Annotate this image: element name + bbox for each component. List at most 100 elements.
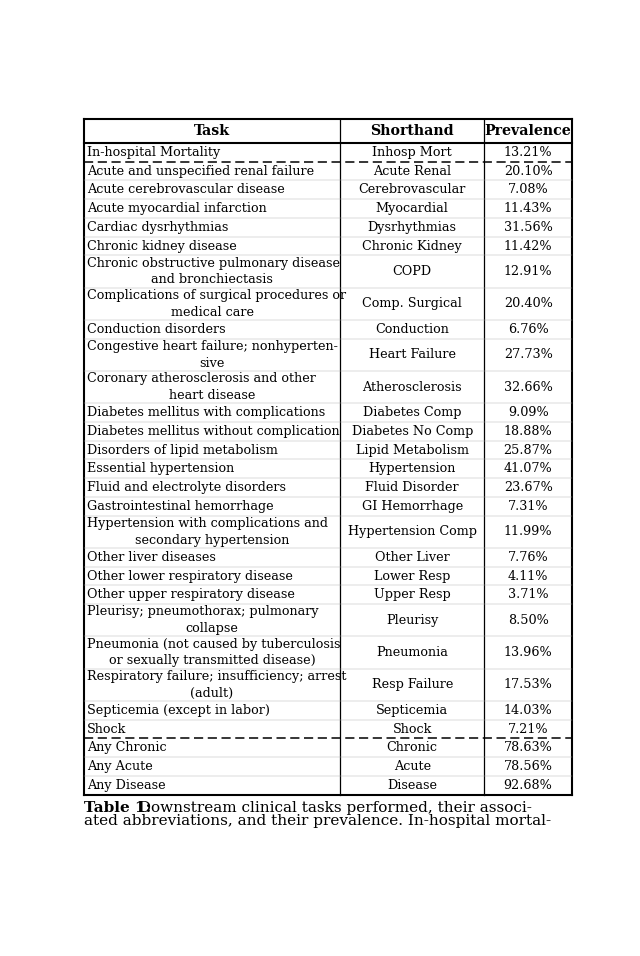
Text: or sexually transmitted disease): or sexually transmitted disease) bbox=[109, 655, 316, 667]
Text: Other liver diseases: Other liver diseases bbox=[87, 551, 216, 564]
Text: Diabetes Comp: Diabetes Comp bbox=[363, 406, 461, 419]
Text: Chronic Kidney: Chronic Kidney bbox=[362, 240, 462, 252]
Text: Diabetes No Comp: Diabetes No Comp bbox=[351, 424, 473, 438]
Text: (adult): (adult) bbox=[191, 686, 234, 700]
Text: Coronary atherosclerosis and other: Coronary atherosclerosis and other bbox=[87, 372, 316, 385]
Text: and bronchiectasis: and bronchiectasis bbox=[151, 273, 273, 287]
Text: 7.21%: 7.21% bbox=[508, 723, 548, 735]
Text: Gastrointestinal hemorrhage: Gastrointestinal hemorrhage bbox=[87, 500, 274, 512]
Text: Comp. Surgical: Comp. Surgical bbox=[362, 297, 462, 311]
Text: Conduction: Conduction bbox=[375, 323, 449, 336]
Text: Cerebrovascular: Cerebrovascular bbox=[358, 184, 466, 196]
Text: Chronic: Chronic bbox=[387, 741, 438, 754]
Text: Other upper respiratory disease: Other upper respiratory disease bbox=[87, 588, 295, 601]
Text: Fluid Disorder: Fluid Disorder bbox=[365, 481, 459, 494]
Text: Atherosclerosis: Atherosclerosis bbox=[362, 380, 462, 394]
Text: 78.63%: 78.63% bbox=[504, 741, 552, 754]
Text: Complications of surgical procedures or: Complications of surgical procedures or bbox=[87, 289, 346, 302]
Text: Downstream clinical tasks performed, their associ-: Downstream clinical tasks performed, the… bbox=[129, 801, 532, 815]
Text: secondary hypertension: secondary hypertension bbox=[135, 533, 289, 547]
Text: Disorders of lipid metabolism: Disorders of lipid metabolism bbox=[87, 444, 278, 457]
Text: 11.99%: 11.99% bbox=[504, 525, 552, 538]
Text: Heart Failure: Heart Failure bbox=[369, 348, 456, 361]
Text: 7.31%: 7.31% bbox=[508, 500, 548, 512]
Text: medical care: medical care bbox=[170, 306, 253, 318]
Text: 41.07%: 41.07% bbox=[504, 463, 552, 475]
Text: Any Acute: Any Acute bbox=[87, 760, 153, 773]
Text: 7.76%: 7.76% bbox=[508, 551, 548, 564]
Text: Dysrhythmias: Dysrhythmias bbox=[368, 221, 457, 234]
Text: 25.87%: 25.87% bbox=[504, 444, 553, 457]
Text: Acute Renal: Acute Renal bbox=[373, 164, 451, 178]
Text: Disease: Disease bbox=[387, 779, 437, 792]
Text: Resp Failure: Resp Failure bbox=[372, 678, 453, 691]
Text: GI Hemorrhage: GI Hemorrhage bbox=[362, 500, 463, 512]
Text: Prevalence: Prevalence bbox=[485, 123, 572, 138]
Text: Diabetes mellitus without complication: Diabetes mellitus without complication bbox=[87, 424, 340, 438]
Text: Hypertension with complications and: Hypertension with complications and bbox=[87, 517, 328, 530]
Text: ated abbreviations, and their prevalence. In-hospital mortal-: ated abbreviations, and their prevalence… bbox=[84, 814, 551, 828]
Text: Diabetes mellitus with complications: Diabetes mellitus with complications bbox=[87, 406, 325, 419]
Text: 11.42%: 11.42% bbox=[504, 240, 552, 252]
Text: Chronic obstructive pulmonary disease: Chronic obstructive pulmonary disease bbox=[87, 256, 340, 270]
Text: Myocardial: Myocardial bbox=[376, 202, 449, 215]
Text: 9.09%: 9.09% bbox=[508, 406, 548, 419]
Text: Fluid and electrolyte disorders: Fluid and electrolyte disorders bbox=[87, 481, 286, 494]
Text: 20.10%: 20.10% bbox=[504, 164, 552, 178]
Text: Cardiac dysrhythmias: Cardiac dysrhythmias bbox=[87, 221, 228, 234]
Text: Inhosp Mort: Inhosp Mort bbox=[372, 146, 452, 159]
Text: 6.76%: 6.76% bbox=[508, 323, 548, 336]
Text: Lower Resp: Lower Resp bbox=[374, 570, 451, 582]
Text: 14.03%: 14.03% bbox=[504, 704, 552, 717]
Text: 4.11%: 4.11% bbox=[508, 570, 548, 582]
Text: 23.67%: 23.67% bbox=[504, 481, 552, 494]
Text: Respiratory failure; insufficiency; arrest: Respiratory failure; insufficiency; arre… bbox=[87, 670, 346, 683]
Text: heart disease: heart disease bbox=[169, 389, 255, 402]
Text: Pneumonia (not caused by tuberculosis: Pneumonia (not caused by tuberculosis bbox=[87, 638, 340, 651]
Text: Shock: Shock bbox=[87, 723, 126, 735]
Text: Septicemia: Septicemia bbox=[376, 704, 448, 717]
Text: Lipid Metabolism: Lipid Metabolism bbox=[356, 444, 468, 457]
Text: 8.50%: 8.50% bbox=[508, 614, 548, 627]
Text: 17.53%: 17.53% bbox=[504, 678, 552, 691]
Text: Other Liver: Other Liver bbox=[375, 551, 449, 564]
Text: Acute cerebrovascular disease: Acute cerebrovascular disease bbox=[87, 184, 285, 196]
Text: In-hospital Mortality: In-hospital Mortality bbox=[87, 146, 220, 159]
Text: Other lower respiratory disease: Other lower respiratory disease bbox=[87, 570, 293, 582]
Text: collapse: collapse bbox=[186, 622, 239, 635]
Text: Shorthand: Shorthand bbox=[371, 123, 454, 138]
Text: Upper Resp: Upper Resp bbox=[374, 588, 451, 601]
Text: 20.40%: 20.40% bbox=[504, 297, 552, 311]
Text: 3.71%: 3.71% bbox=[508, 588, 548, 601]
Text: Acute and unspecified renal failure: Acute and unspecified renal failure bbox=[87, 164, 314, 178]
Text: Task: Task bbox=[194, 123, 230, 138]
Text: Congestive heart failure; nonhyperten-: Congestive heart failure; nonhyperten- bbox=[87, 340, 338, 353]
Text: Septicemia (except in labor): Septicemia (except in labor) bbox=[87, 704, 270, 717]
Text: Pneumonia: Pneumonia bbox=[376, 646, 448, 659]
Text: Any Disease: Any Disease bbox=[87, 779, 166, 792]
Text: 7.08%: 7.08% bbox=[508, 184, 548, 196]
Text: Pleurisy; pneumothorax; pulmonary: Pleurisy; pneumothorax; pulmonary bbox=[87, 605, 319, 619]
Text: 13.96%: 13.96% bbox=[504, 646, 552, 659]
Text: 78.56%: 78.56% bbox=[504, 760, 553, 773]
Text: 92.68%: 92.68% bbox=[504, 779, 552, 792]
Text: 13.21%: 13.21% bbox=[504, 146, 552, 159]
Text: Shock: Shock bbox=[392, 723, 432, 735]
Text: Any Chronic: Any Chronic bbox=[87, 741, 166, 754]
Text: Pleurisy: Pleurisy bbox=[386, 614, 438, 627]
Text: Chronic kidney disease: Chronic kidney disease bbox=[87, 240, 237, 252]
Text: 27.73%: 27.73% bbox=[504, 348, 552, 361]
Text: 18.88%: 18.88% bbox=[504, 424, 552, 438]
Text: Acute: Acute bbox=[394, 760, 431, 773]
Text: 32.66%: 32.66% bbox=[504, 380, 552, 394]
Text: COPD: COPD bbox=[393, 265, 432, 278]
Text: 11.43%: 11.43% bbox=[504, 202, 552, 215]
Text: Acute myocardial infarction: Acute myocardial infarction bbox=[87, 202, 267, 215]
Text: sive: sive bbox=[199, 357, 225, 370]
Text: 31.56%: 31.56% bbox=[504, 221, 552, 234]
Text: Table 1:: Table 1: bbox=[84, 801, 151, 815]
Text: Hypertension Comp: Hypertension Comp bbox=[348, 525, 477, 538]
Text: Hypertension: Hypertension bbox=[369, 463, 456, 475]
Text: Essential hypertension: Essential hypertension bbox=[87, 463, 234, 475]
Text: 12.91%: 12.91% bbox=[504, 265, 552, 278]
